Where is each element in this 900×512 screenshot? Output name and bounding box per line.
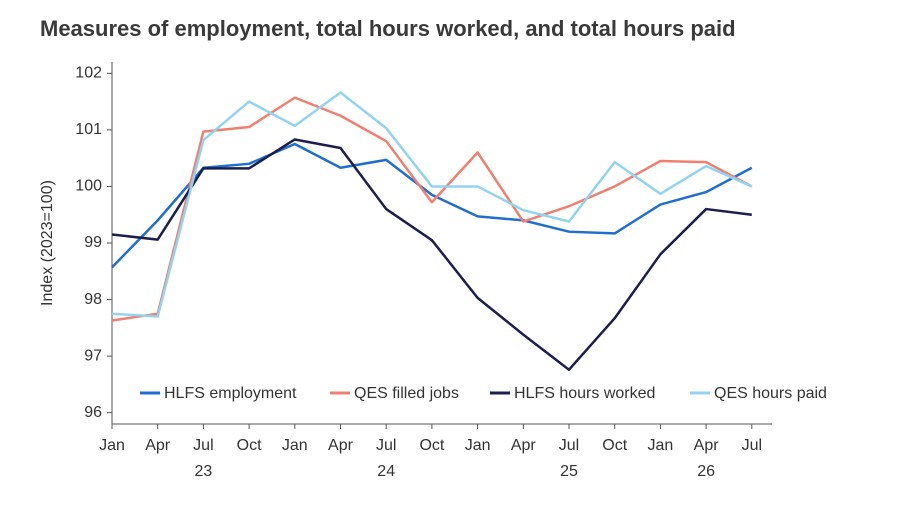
y-tick-label: 97 (84, 347, 102, 364)
y-tick-label: 102 (75, 65, 102, 82)
legend-label: HLFS employment (164, 385, 297, 402)
legend-label: QES hours paid (714, 385, 827, 402)
x-tick-label: Apr (694, 437, 720, 454)
y-tick-label: 99 (84, 234, 102, 251)
x-tick-label: Oct (419, 437, 444, 454)
series-line (111, 91, 753, 318)
x-tick-label: Jan (465, 437, 491, 454)
x-year-label: 26 (697, 463, 715, 480)
y-tick-label: 96 (84, 404, 102, 421)
x-tick-label: Apr (328, 437, 354, 454)
x-year-label: 24 (377, 463, 395, 480)
x-year-label: 25 (560, 463, 578, 480)
x-year-label: 23 (195, 463, 213, 480)
series-line (111, 138, 752, 371)
legend-label: HLFS hours worked (514, 385, 655, 402)
x-tick-label: Apr (511, 437, 537, 454)
series-line (111, 96, 753, 322)
y-tick-label: 100 (75, 178, 102, 195)
y-axis-label: Index (2023=100) (39, 180, 56, 306)
chart-title: Measures of employment, total hours work… (40, 16, 736, 41)
x-tick-label: Jan (282, 437, 308, 454)
x-tick-label: Jul (193, 437, 213, 454)
series-line (111, 142, 753, 269)
x-tick-label: Jul (742, 437, 762, 454)
y-tick-label: 98 (84, 291, 102, 308)
x-tick-label: Jan (648, 437, 674, 454)
x-tick-label: Oct (237, 437, 262, 454)
x-tick-label: Apr (145, 437, 171, 454)
y-tick-label: 101 (75, 121, 102, 138)
x-tick-label: Jan (99, 437, 125, 454)
x-tick-label: Jul (376, 437, 396, 454)
legend-label: QES filled jobs (354, 385, 459, 402)
x-tick-label: Jul (559, 437, 579, 454)
x-tick-label: Oct (602, 437, 627, 454)
